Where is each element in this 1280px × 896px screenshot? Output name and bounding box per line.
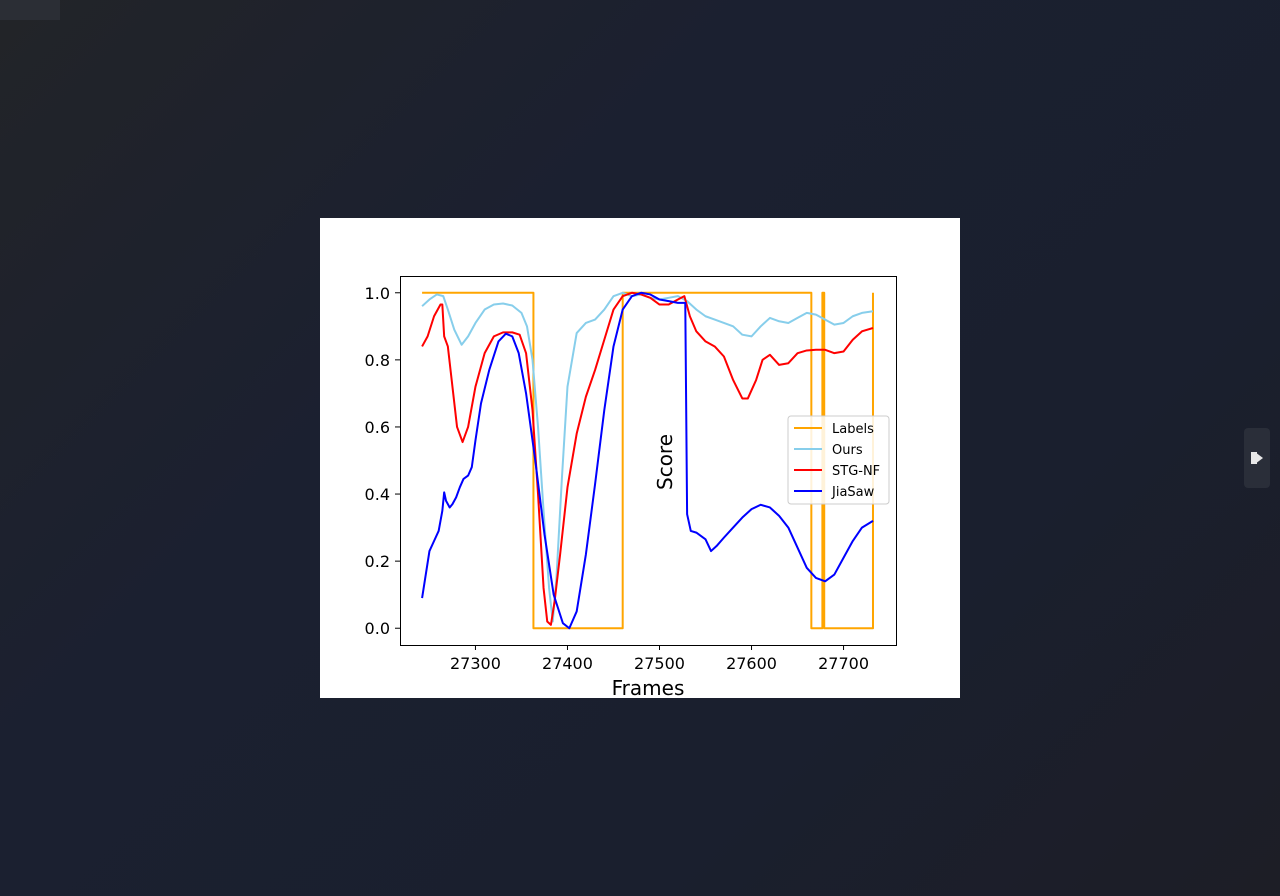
legend-label: Ours	[832, 443, 863, 458]
legend-label: JiaSaw	[831, 485, 875, 500]
legend: Labels Ours STG-NF JiaSaw	[787, 415, 890, 505]
next-arrow-icon	[1251, 452, 1263, 464]
line-chart: 27300 27400 27500 27600 27700 0.00.20.40.60.…	[365, 276, 897, 698]
x-tick-label: 27400	[542, 654, 593, 673]
chart-figure: 27300 27400 27500 27600 27700 0.0 0.2 0.4 0.6 0.…	[320, 218, 960, 698]
series-line-labels	[422, 291, 874, 630]
x-tick-label: 27500	[634, 654, 685, 673]
y-tick-label: 0.8	[365, 351, 390, 370]
y-ticks: 0.0 0.2 0.4 0.6 0.8 1.0	[365, 284, 400, 638]
x-tick-label: 27300	[450, 654, 501, 673]
y-tick-label: 0.6	[365, 418, 390, 437]
series-line-jiasaw	[421, 291, 874, 630]
x-tick-label: 27700	[818, 654, 869, 673]
y-tick-label: 1.0	[365, 284, 390, 303]
next-slide-button[interactable]	[1244, 428, 1270, 488]
series-line-stg-nf	[421, 291, 874, 626]
y-tick-label: 0.4	[365, 485, 390, 504]
corner-tab	[0, 0, 60, 20]
plot-lines	[421, 291, 874, 630]
legend-box	[787, 415, 890, 505]
legend-label: STG-NF	[832, 464, 880, 479]
y-tick-label: 0.0	[365, 619, 390, 638]
axes-frame	[400, 276, 897, 646]
x-tick-label: 27600	[726, 654, 777, 673]
y-tick-label: 0.2	[365, 552, 390, 571]
x-ticks: 27300 27400 27500 27600 27700	[450, 645, 869, 673]
series-line-ours	[421, 291, 874, 623]
y-axis-label: Score	[653, 434, 677, 490]
x-axis-label: Frames	[612, 676, 685, 698]
legend-label: Labels	[832, 422, 874, 437]
